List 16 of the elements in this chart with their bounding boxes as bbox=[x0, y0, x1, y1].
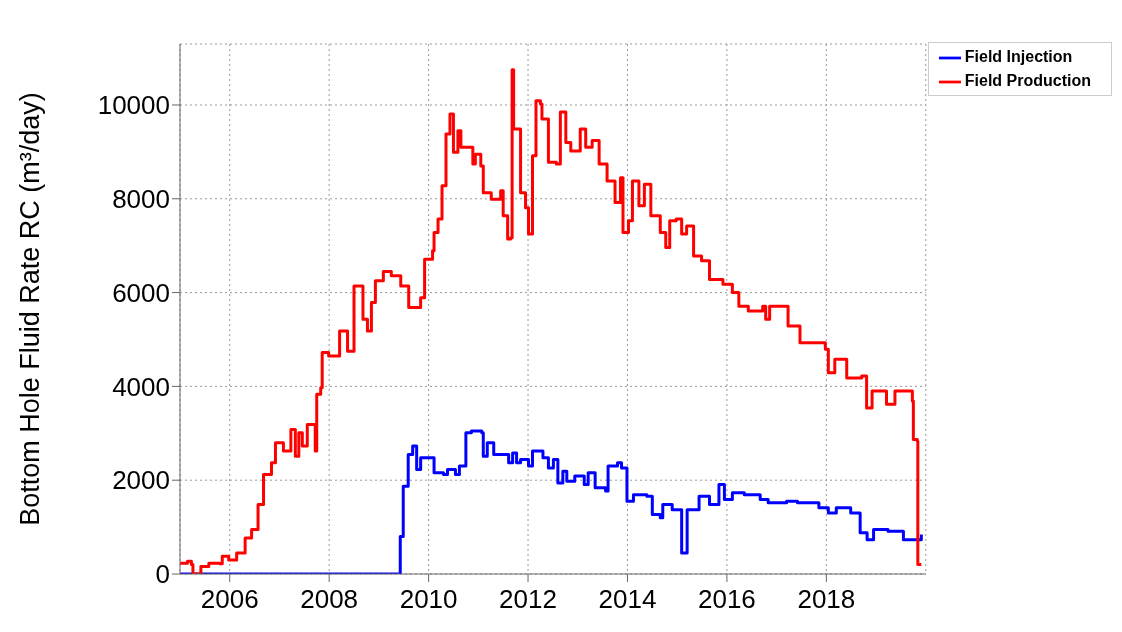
y-axis-title: Bottom Hole Fluid Rate RC (m³/day) bbox=[15, 92, 45, 526]
legend-label: Field Injection bbox=[964, 48, 1073, 65]
x-tick-label: 2014 bbox=[598, 584, 657, 615]
x-tick-label: 2008 bbox=[300, 584, 359, 615]
x-tick-label: 2018 bbox=[797, 584, 856, 615]
x-tick-label: 2006 bbox=[200, 584, 259, 615]
x-tick-label: 2010 bbox=[399, 584, 458, 615]
x-tick-label: 2012 bbox=[499, 584, 557, 615]
y-tick-label: 4000 bbox=[112, 371, 170, 402]
x-tick-label: 2016 bbox=[697, 584, 756, 615]
y-tick-label: 8000 bbox=[112, 184, 170, 215]
y-tick-label: 6000 bbox=[112, 277, 170, 308]
legend-label: Field Production bbox=[964, 72, 1091, 89]
y-tick-label: 0 bbox=[155, 559, 170, 590]
y-tick-label: 2000 bbox=[112, 465, 170, 496]
y-tick-label: 10000 bbox=[97, 90, 170, 121]
